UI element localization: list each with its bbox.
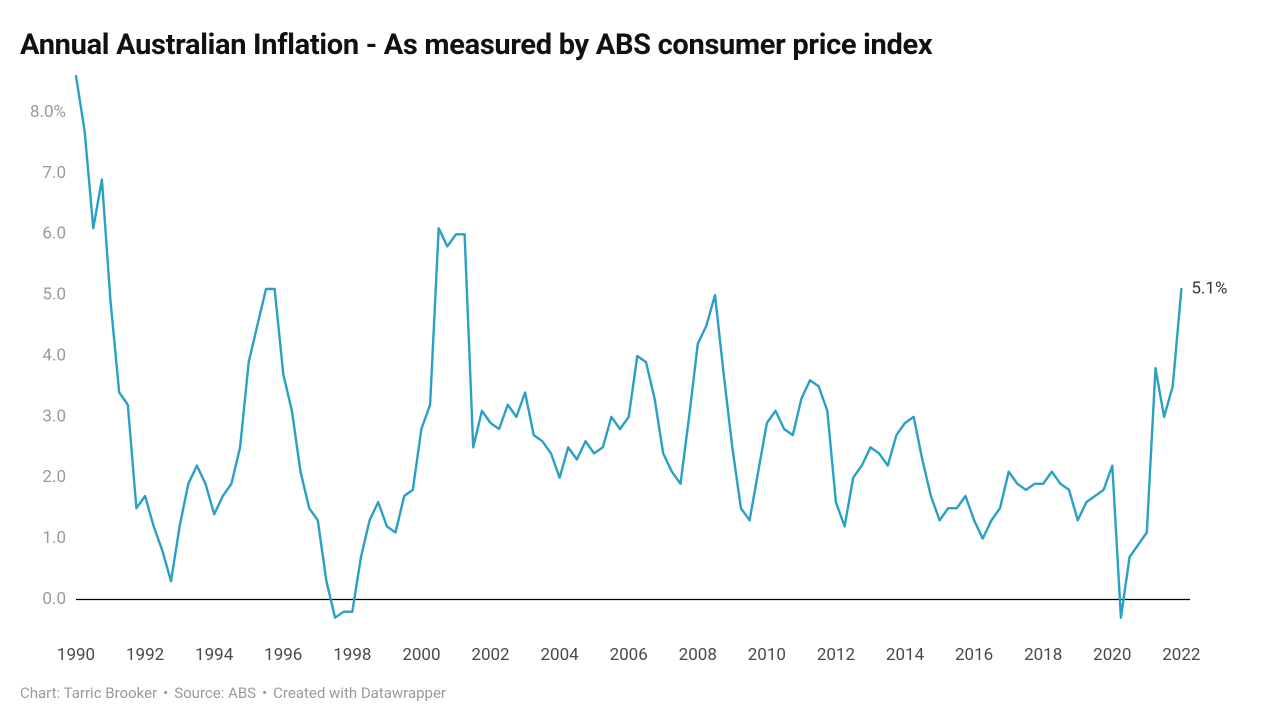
footer-source: Source: ABS — [174, 684, 256, 702]
x-tick-label: 2000 — [402, 645, 440, 665]
y-tick-label: 8.0% — [30, 102, 66, 122]
y-tick-label: 1.0 — [42, 528, 66, 548]
x-tick-label: 2008 — [679, 645, 717, 665]
x-tick-label: 2018 — [1024, 645, 1062, 665]
x-tick-label: 2014 — [886, 645, 925, 665]
chart-plot-area: 0.0 1.0 2.0 3.0 4.0 5.0 6.0 7.0 8.0% 1990 1992 1994… — [20, 70, 1260, 670]
y-tick-label: 2.0 — [42, 467, 66, 487]
y-tick-label: 3.0 — [42, 406, 66, 426]
x-tick-label: 2012 — [817, 645, 855, 665]
x-tick-label: 2010 — [748, 645, 786, 665]
x-tick-label: 1996 — [264, 645, 302, 665]
footer-author: Chart: Tarric Brooker — [20, 684, 157, 702]
y-tick-label: 0.0 — [42, 589, 66, 609]
footer-tool: Created with Datawrapper — [273, 684, 446, 702]
chart-container: Annual Australian Inflation - As measure… — [0, 0, 1280, 720]
x-tick-label: 2004 — [540, 645, 579, 665]
footer-separator: • — [262, 684, 267, 702]
inflation-line — [76, 76, 1181, 618]
x-tick-label: 1998 — [333, 645, 371, 665]
x-tick-label: 2020 — [1093, 645, 1131, 665]
chart-title: Annual Australian Inflation - As measure… — [20, 28, 1260, 62]
x-tick-label: 1994 — [195, 645, 234, 665]
x-tick-label: 2006 — [610, 645, 648, 665]
footer-separator: • — [163, 684, 168, 702]
y-tick-label: 6.0 — [42, 224, 66, 244]
y-tick-label: 7.0 — [42, 163, 66, 183]
y-tick-label: 4.0 — [42, 345, 66, 365]
x-tick-label: 2016 — [955, 645, 993, 665]
line-chart-svg: 0.0 1.0 2.0 3.0 4.0 5.0 6.0 7.0 8.0% 1990 1992 1994… — [20, 70, 1260, 670]
x-tick-label: 1990 — [57, 645, 95, 665]
x-tick-label: 1992 — [126, 645, 164, 665]
chart-footer: Chart: Tarric Brooker • Source: ABS • Create… — [20, 684, 446, 702]
x-tick-label: 2022 — [1162, 645, 1200, 665]
end-value-label: 5.1% — [1191, 279, 1227, 299]
y-tick-label: 5.0 — [42, 285, 66, 305]
x-tick-label: 2002 — [471, 645, 509, 665]
